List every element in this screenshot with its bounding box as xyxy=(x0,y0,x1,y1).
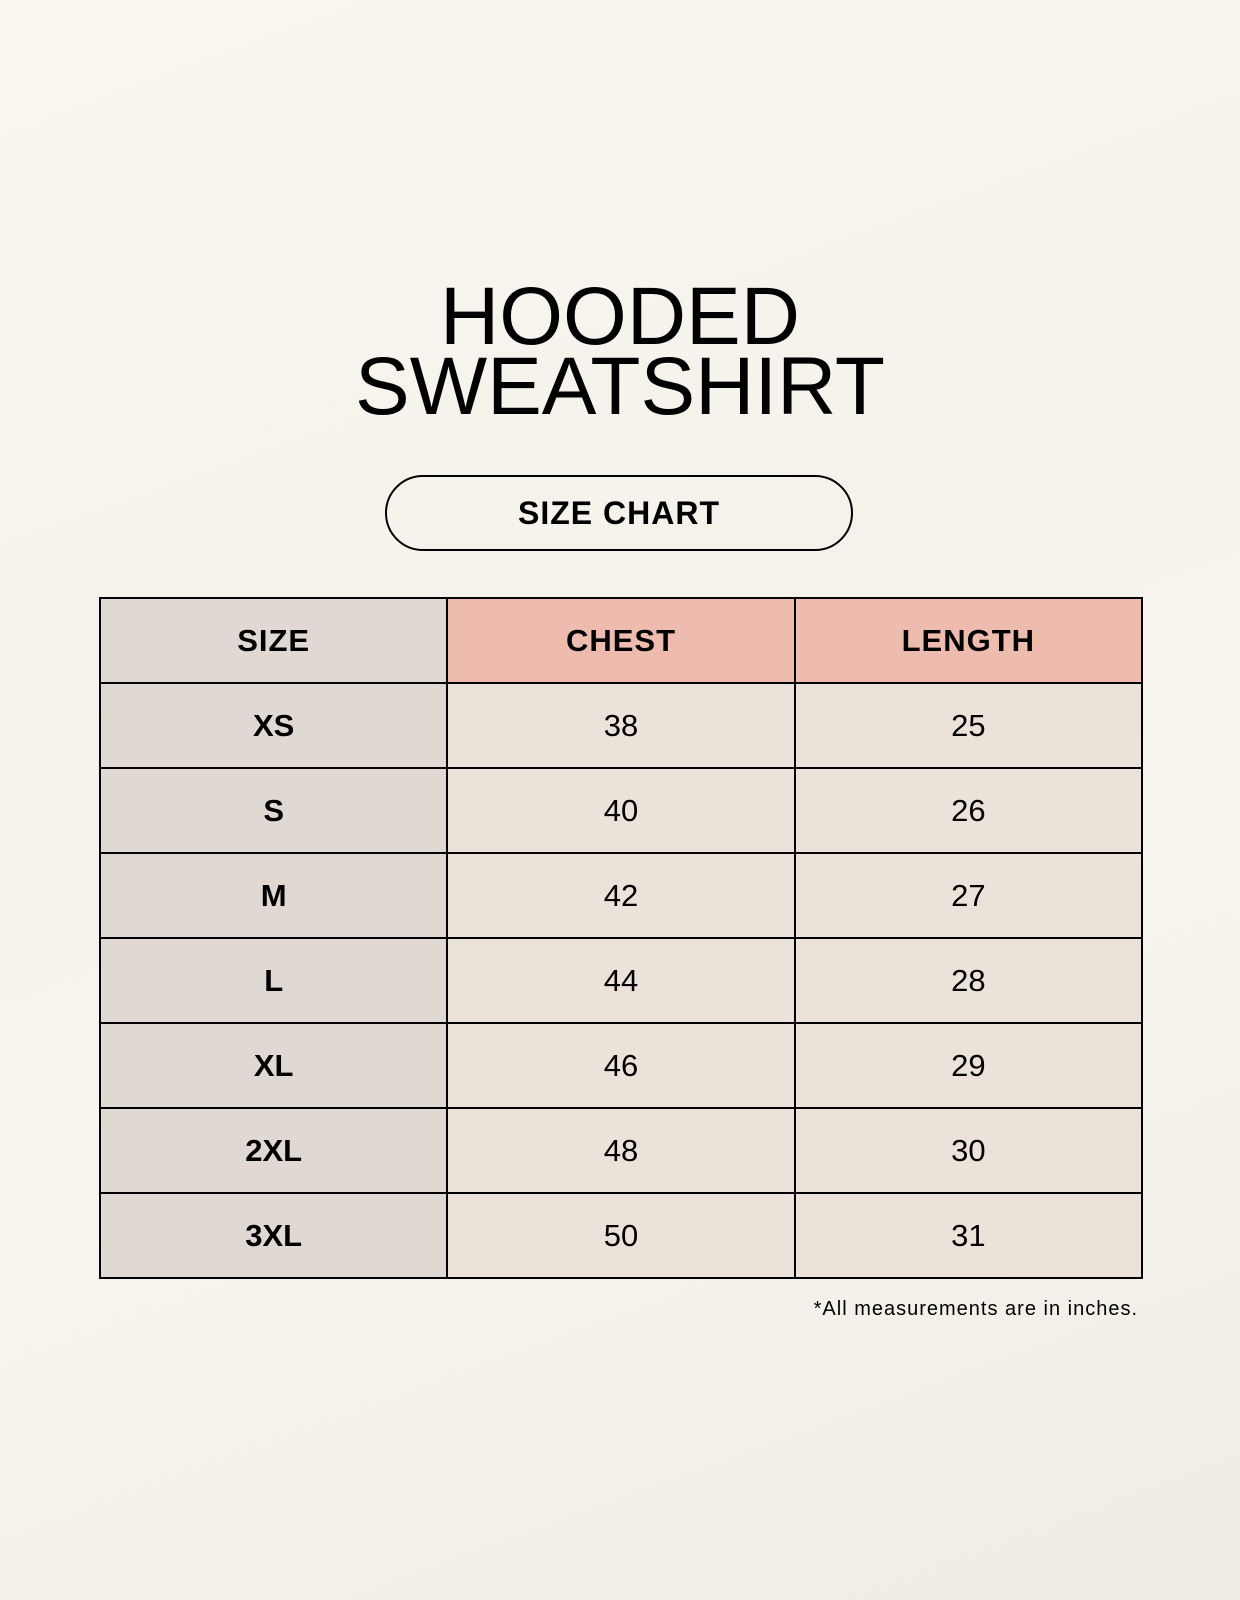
table-row: 2XL 48 30 xyxy=(98,1107,1144,1194)
table-row: L 44 28 xyxy=(98,937,1144,1024)
cell-chest: 46 xyxy=(446,1022,796,1109)
cell-size: M xyxy=(98,852,449,939)
cell-chest: 48 xyxy=(446,1107,796,1194)
cell-size: 3XL xyxy=(98,1192,449,1279)
table-header-row: SIZE CHEST LENGTH xyxy=(98,597,1144,684)
title-line-1: HOODED xyxy=(440,271,800,362)
size-chart-badge: SIZE CHART xyxy=(385,475,853,551)
header-length: LENGTH xyxy=(793,597,1144,684)
cell-length: 26 xyxy=(793,767,1144,854)
table-row: 3XL 50 31 xyxy=(98,1192,1144,1279)
cell-length: 25 xyxy=(793,682,1144,769)
cell-chest: 38 xyxy=(446,682,796,769)
cell-length: 31 xyxy=(793,1192,1144,1279)
cell-size: XL xyxy=(98,1022,449,1109)
cell-length: 30 xyxy=(793,1107,1144,1194)
cell-chest: 44 xyxy=(446,937,796,1024)
table-row: XS 38 25 xyxy=(98,682,1144,769)
cell-size: L xyxy=(98,937,449,1024)
table-row: M 42 27 xyxy=(98,852,1144,939)
title-line-2: SWEATSHIRT xyxy=(355,341,885,432)
cell-length: 28 xyxy=(793,937,1144,1024)
cell-chest: 40 xyxy=(446,767,796,854)
cell-size: S xyxy=(98,767,449,854)
cell-chest: 50 xyxy=(446,1192,796,1279)
cell-size: XS xyxy=(98,682,449,769)
header-chest: CHEST xyxy=(446,597,796,684)
page-title: HOODED SWEATSHIRT xyxy=(0,271,1240,432)
cell-length: 27 xyxy=(793,852,1144,939)
cell-length: 29 xyxy=(793,1022,1144,1109)
table-row: S 40 26 xyxy=(98,767,1144,854)
cell-size: 2XL xyxy=(98,1107,449,1194)
table-row: XL 46 29 xyxy=(98,1022,1144,1109)
cell-chest: 42 xyxy=(446,852,796,939)
size-table: SIZE CHEST LENGTH XS 38 25 S 40 26 M 42 27 L 44 28 X… xyxy=(98,597,1144,1279)
header-size: SIZE xyxy=(98,597,449,684)
footnote: *All measurements are in inches. xyxy=(813,1298,1138,1320)
